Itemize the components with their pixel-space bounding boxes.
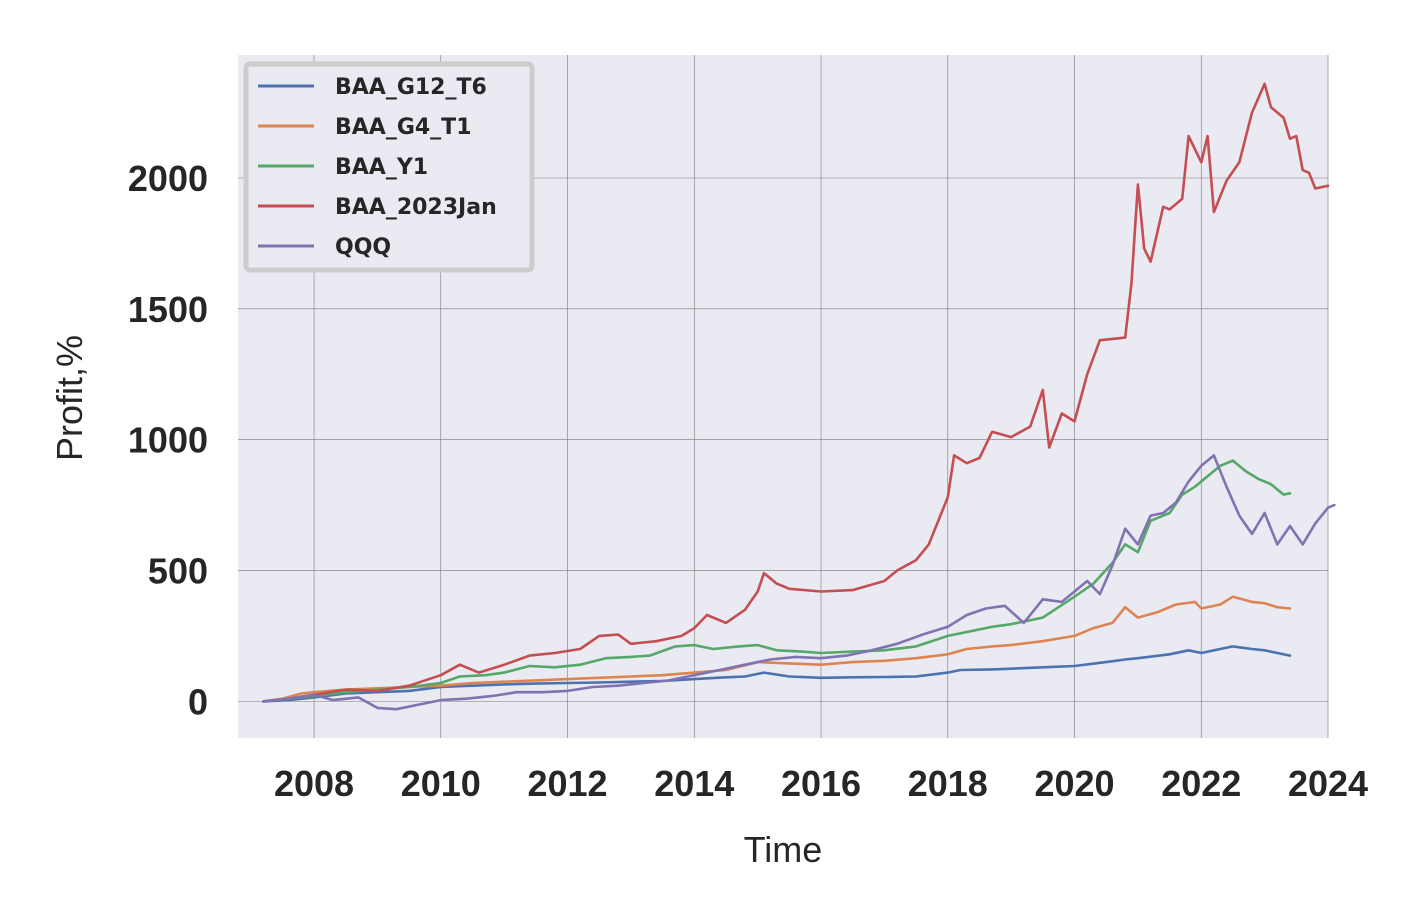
series-line-1	[262, 595, 1292, 703]
y-tick-labels: 0 500 1000 1500 2000	[128, 158, 208, 722]
x-tick-labels: 2008 2010 2012 2014 2016 2018 2020 2022 2024	[274, 763, 1368, 804]
series-lines	[262, 82, 1336, 711]
legend-box	[243, 61, 535, 273]
legend-label: BAA_G4_T1	[335, 115, 472, 140]
y-tick-label: 500	[148, 551, 208, 592]
series-line-0	[262, 645, 1292, 703]
y-tick-label: 2000	[128, 158, 208, 199]
y-tick-label: 1000	[128, 420, 208, 461]
x-tick-label: 2022	[1161, 763, 1241, 804]
x-tick-label: 2010	[401, 763, 481, 804]
x-tick-label: 2018	[908, 763, 988, 804]
series-line-2	[262, 459, 1292, 703]
y-tick-label: 0	[188, 681, 208, 722]
x-axis-label: Time	[744, 829, 823, 870]
legend-label: BAA_Y1	[335, 155, 428, 180]
x-tick-label: 2008	[274, 763, 354, 804]
legend-label: QQQ	[335, 235, 391, 260]
legend-label: BAA_2023Jan	[335, 195, 497, 220]
series-line-3	[262, 82, 1330, 703]
y-tick-label: 1500	[128, 289, 208, 330]
legend-label: BAA_G12_T6	[335, 75, 487, 100]
x-tick-label: 2024	[1288, 763, 1368, 804]
x-tick-label: 2020	[1034, 763, 1114, 804]
series-line-4	[262, 454, 1336, 711]
y-axis-label: Profit,%	[49, 335, 90, 461]
x-tick-label: 2012	[527, 763, 607, 804]
legend: BAA_G12_T6 BAA_G4_T1 BAA_Y1 BAA_2023Jan QQQ	[243, 61, 535, 273]
x-tick-label: 2014	[654, 763, 734, 804]
x-tick-label: 2016	[781, 763, 861, 804]
